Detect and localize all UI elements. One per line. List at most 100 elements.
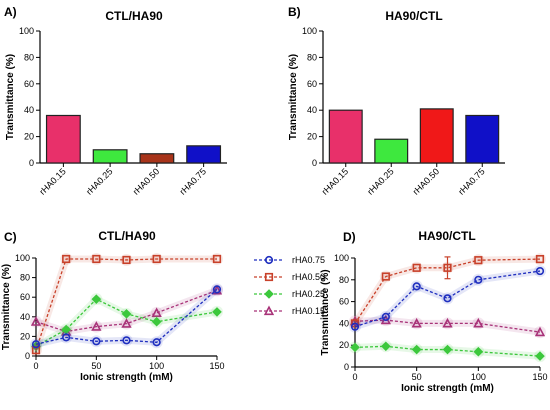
y-tick-label: 40 [339,318,349,328]
data-point [91,294,102,304]
data-point [152,254,161,264]
x-category-label: rHA0.50 [131,166,161,196]
point-halo [150,252,163,265]
x-tick-label: 50 [412,372,422,382]
data-point [474,275,483,284]
bar-rha0-15 [45,114,81,164]
legend-label: rHA0.25 [292,289,325,299]
chart-title: CTL/HA90 [105,9,163,23]
data-point [31,340,41,349]
legend-label: rHA0.75 [292,255,325,265]
bar-rha0-15 [328,109,363,164]
y-tick-label: 80 [339,275,349,285]
point-halo [211,252,223,265]
point-halo [472,273,485,286]
panel-letter-b: B) [288,5,301,19]
x-axis-title: Ionic strength (mM) [80,372,173,383]
bar-rha0-75 [465,114,500,164]
data-point [212,285,222,294]
point-halo [379,270,392,283]
legend-marker [264,255,274,265]
point-halo [30,338,42,351]
point-halo [534,253,546,266]
x-tick-label: 0 [33,361,38,371]
y-tick-label: 20 [307,132,317,142]
x-tick-label: 100 [471,372,486,382]
legend-marker [264,272,274,282]
data-point [535,254,545,264]
data-point [30,316,42,326]
data-point [62,254,71,264]
series-rha0-75 [349,265,546,333]
data-point [122,336,131,345]
data-point [381,272,390,281]
series-line [354,258,541,324]
data-point [412,263,421,272]
y-axis-title: Transmittance (%) [1,264,12,350]
x-tick-label: 0 [352,372,357,382]
data-point [381,312,390,321]
bar-rha0-25 [374,138,409,164]
series-line [35,288,218,345]
y-tick-label: 0 [29,158,34,168]
chart-title: CTL/HA90 [98,229,156,243]
legend-label: rHA0.15 [292,306,325,316]
series-line [35,298,218,347]
point-halo [90,252,103,265]
point-halo [150,336,163,349]
series-line [354,345,541,357]
x-tick-label: 50 [91,361,101,371]
y-tick-label: 40 [20,312,30,322]
x-axis-title: Ionic strength (mM) [401,383,494,394]
data-point [121,318,132,328]
point-halo [120,253,133,266]
data-point [122,255,131,265]
data-point [473,317,484,328]
x-category-label: rHA0.15 [320,166,350,196]
y-tick-label: 80 [307,52,317,62]
data-point [350,342,360,353]
data-point [152,338,161,347]
x-category-label: rHA0.50 [411,166,441,196]
y-tick-label: 60 [20,292,30,302]
y-tick-label: 20 [339,340,349,350]
data-point [411,317,422,328]
y-tick-label: 40 [24,105,34,115]
x-category-label: rHA0.15 [37,166,67,196]
y-axis-title: Transmittance (%) [5,54,16,140]
data-point [442,317,453,328]
data-point [92,337,101,346]
data-point [442,344,453,355]
chart-title: HA90/CTL [385,9,442,23]
data-point [350,319,360,328]
chart-panel-a: A) CTL/HA90 0 20 40 60 80 100 Transmittance (%) r… [4,5,227,197]
point-halo [441,292,454,305]
legend-label: rHA0.50 [292,272,325,282]
data-point [443,263,452,272]
panel-letter-c: C) [4,230,17,244]
data-point [443,294,452,303]
y-tick-label: 0 [344,362,349,372]
data-point [473,346,484,357]
data-point [412,282,421,291]
data-point [535,351,545,361]
bar-rha0-50 [419,108,454,164]
y-tick-label: 80 [24,52,34,62]
data-point [151,307,162,317]
y-tick-label: 100 [302,26,317,36]
x-category-label: rHA0.25 [84,166,114,196]
data-point [212,307,222,317]
point-halo [120,334,133,347]
point-halo [410,261,423,274]
data-point [381,341,391,352]
data-point [211,284,223,295]
panel-letter-a: A) [4,5,17,19]
data-point [535,266,545,276]
bar-rha0-25 [92,149,128,164]
data-point [151,316,162,327]
data-point [474,256,483,265]
y-tick-label: 0 [312,158,317,168]
